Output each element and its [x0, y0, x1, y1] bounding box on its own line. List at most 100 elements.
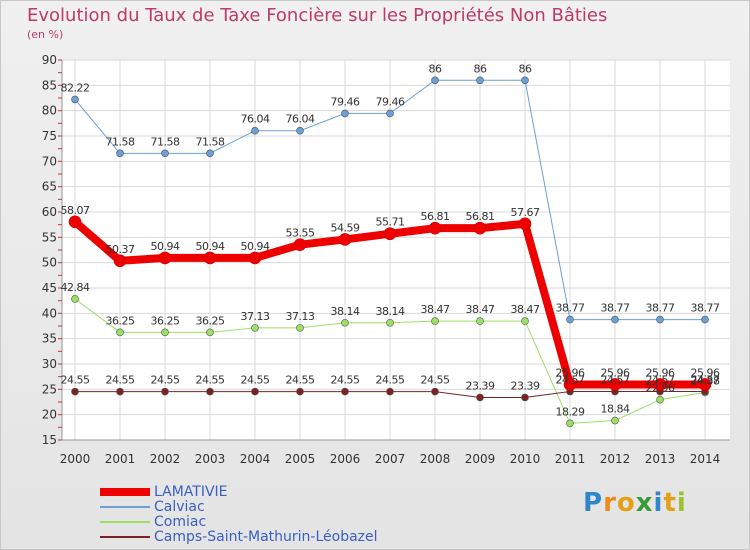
data-point-lamativie [248, 251, 262, 265]
data-point-lamativie [428, 221, 442, 235]
data-point-calviac [431, 76, 439, 85]
data-point-lamativie [293, 238, 307, 251]
data-point-calviac [566, 315, 574, 324]
data-point-lamativie [338, 233, 352, 246]
data-label-comiac: 18.29 [556, 405, 585, 418]
data-point-calviac [251, 126, 259, 135]
data-point-calviac [296, 126, 304, 135]
x-tick-label: 2001 [105, 452, 136, 466]
logo-letter: r [603, 488, 617, 518]
y-tick-label: 55 [42, 230, 57, 244]
data-point-comiac [341, 318, 349, 327]
data-point-camps-saint-mathurin-l-obazel [161, 387, 169, 396]
y-tick-label: 75 [42, 129, 57, 143]
legend-swatch-comiac [100, 521, 150, 523]
data-label-calviac: 79.46 [331, 95, 360, 108]
y-tick-label: 65 [42, 180, 57, 194]
x-tick-label: 2013 [645, 452, 676, 466]
data-point-lamativie [203, 251, 217, 265]
data-label-camps-saint-mathurin-l-obazel: 24.57 [601, 374, 630, 387]
x-tick-label: 2000 [60, 452, 91, 466]
legend-label-camps: Camps-Saint-Mathurin-Léobazel [154, 529, 378, 545]
data-point-calviac [521, 76, 529, 85]
data-point-lamativie [608, 378, 622, 391]
data-label-comiac: 36.25 [106, 314, 135, 327]
data-label-calviac: 71.58 [196, 135, 225, 148]
data-label-camps-saint-mathurin-l-obazel: 23.39 [466, 379, 495, 392]
x-tick-label: 2003 [195, 452, 226, 466]
legend-item-camps[interactable]: Camps-Saint-Mathurin-Léobazel [100, 529, 430, 545]
data-label-comiac: 36.25 [151, 314, 180, 327]
legend-item-calviac[interactable]: Calviac [100, 499, 430, 515]
data-label-camps-saint-mathurin-l-obazel: 24.55 [421, 374, 450, 387]
y-tick-label: 80 [42, 104, 57, 118]
y-tick-label: 30 [42, 357, 57, 371]
logo-letter: i [676, 488, 687, 518]
data-label-calviac: 79.46 [376, 95, 405, 108]
logo-letter: i [653, 488, 664, 518]
data-label-comiac: 42.84 [61, 281, 90, 294]
data-label-calviac: 86 [429, 62, 442, 75]
data-label-calviac: 71.58 [106, 135, 135, 148]
data-label-calviac: 38.77 [601, 302, 630, 315]
data-label-lamativie: 25.96 [691, 366, 720, 379]
data-label-camps-saint-mathurin-l-obazel: 24.57 [556, 374, 585, 387]
data-label-calviac: 71.58 [151, 135, 180, 148]
logo-letter: x [635, 488, 654, 518]
data-label-lamativie: 50.94 [241, 240, 270, 253]
x-tick-label: 2009 [465, 452, 496, 466]
data-point-calviac [386, 109, 394, 118]
data-point-camps-saint-mathurin-l-obazel [341, 387, 349, 396]
data-label-camps-saint-mathurin-l-obazel: 24.57 [646, 374, 675, 387]
y-tick-label: 60 [42, 205, 57, 219]
data-point-comiac [206, 328, 214, 337]
legend-label-lamativie: LAMATIVIE [154, 484, 228, 500]
data-label-comiac: 36.25 [196, 314, 225, 327]
data-label-calviac: 76.04 [286, 113, 315, 126]
logo-letter: P [583, 488, 604, 518]
data-label-camps-saint-mathurin-l-obazel: 24.55 [331, 374, 360, 387]
data-point-camps-saint-mathurin-l-obazel [431, 387, 439, 396]
x-tick-label: 2011 [555, 452, 586, 466]
y-tick-label: 70 [42, 154, 57, 168]
data-label-camps-saint-mathurin-l-obazel: 23.39 [511, 379, 540, 392]
legend-swatch-lamativie [100, 488, 150, 496]
data-point-camps-saint-mathurin-l-obazel [386, 387, 394, 396]
data-point-comiac [386, 318, 394, 327]
data-label-camps-saint-mathurin-l-obazel: 24.55 [61, 374, 90, 387]
y-tick-label: 85 [42, 78, 57, 92]
data-point-lamativie [653, 378, 667, 391]
data-point-calviac [476, 76, 484, 85]
legend-label-calviac: Calviac [154, 499, 205, 515]
legend-item-comiac[interactable]: Comiac [100, 514, 430, 530]
x-tick-label: 2002 [150, 452, 181, 466]
legend-item-lamativie[interactable]: LAMATIVIE [100, 484, 430, 500]
data-point-camps-saint-mathurin-l-obazel [521, 393, 529, 402]
y-tick-label: 25 [42, 382, 57, 396]
data-label-comiac: 38.14 [331, 305, 360, 318]
legend-swatch-calviac [100, 506, 150, 508]
legend-label-comiac: Comiac [154, 514, 207, 530]
data-point-lamativie [473, 221, 487, 235]
data-label-comiac: 38.47 [466, 303, 495, 316]
data-label-camps-saint-mathurin-l-obazel: 24.55 [241, 374, 270, 387]
data-point-lamativie [158, 251, 172, 265]
data-point-calviac [206, 149, 214, 158]
data-point-calviac [161, 149, 169, 158]
data-label-lamativie: 25.96 [601, 366, 630, 379]
data-point-comiac [296, 324, 304, 332]
x-tick-label: 2005 [285, 452, 316, 466]
data-point-comiac [431, 317, 439, 325]
data-label-calviac: 86 [519, 62, 532, 75]
data-label-comiac: 18.84 [601, 403, 630, 416]
plot-area [62, 60, 730, 440]
x-tick-label: 2010 [510, 452, 541, 466]
x-tick-label: 2007 [375, 452, 406, 466]
y-tick-label: 50 [42, 256, 57, 270]
data-label-lamativie: 25.96 [556, 366, 585, 379]
data-point-comiac [251, 324, 259, 332]
data-label-camps-saint-mathurin-l-obazel: 24.55 [196, 374, 225, 387]
data-point-camps-saint-mathurin-l-obazel [206, 387, 214, 396]
data-point-comiac [116, 328, 124, 337]
